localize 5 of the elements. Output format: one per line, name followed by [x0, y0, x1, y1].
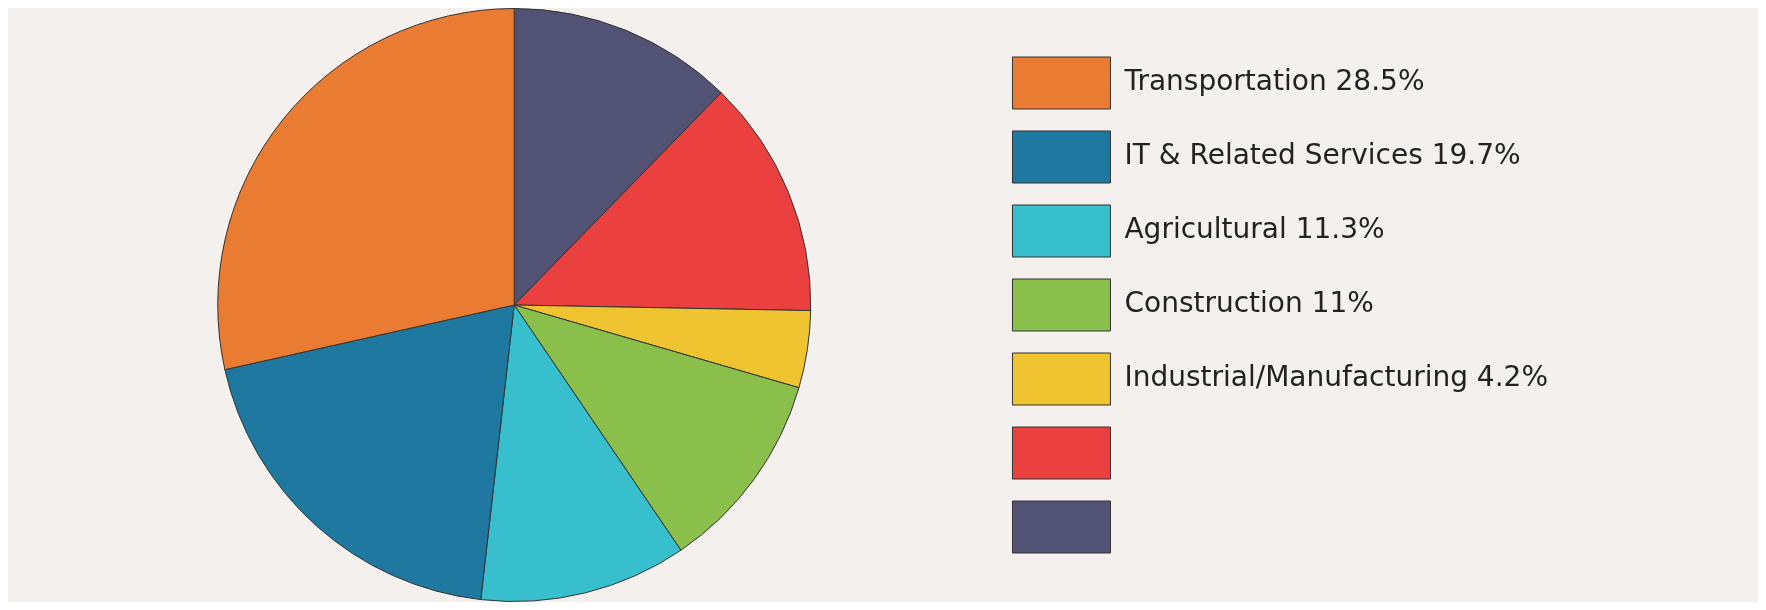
legend-label: Agricultural 11.3% [1124, 212, 1385, 246]
legend-label: IT & Related Services 19.7% [1124, 138, 1521, 172]
legend-label: Transportation 28.5% [1123, 64, 1425, 98]
legend-label: Construction 11% [1124, 286, 1374, 320]
legend-label: Industrial/Manufacturing 4.2% [1124, 360, 1549, 394]
